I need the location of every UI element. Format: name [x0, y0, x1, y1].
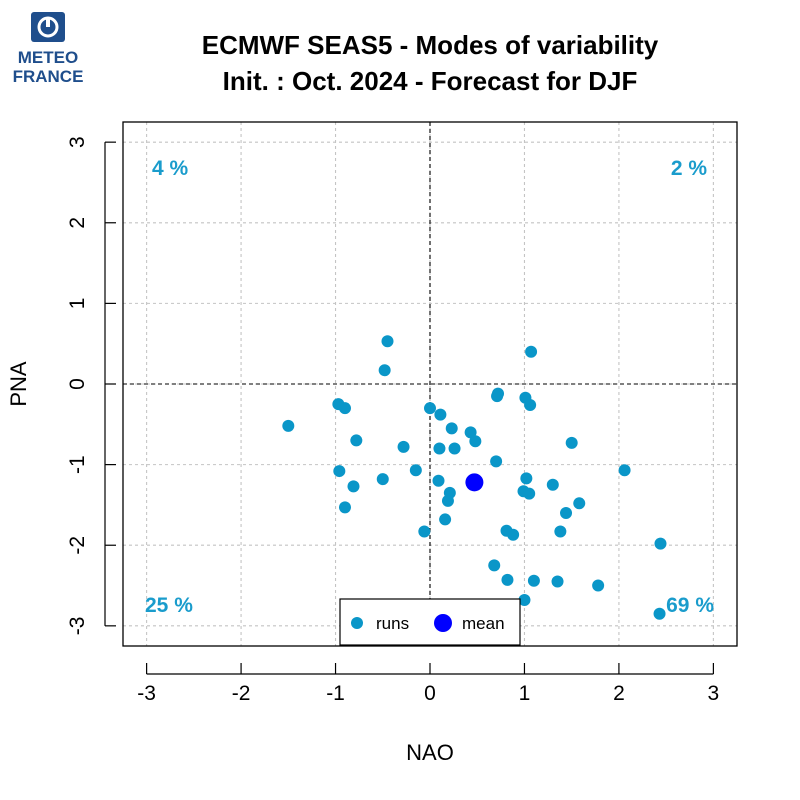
run-point	[565, 436, 578, 449]
legend-runs-label: runs	[376, 614, 409, 633]
run-point	[338, 501, 351, 514]
mean-point	[465, 473, 484, 492]
run-point	[333, 465, 346, 478]
run-point	[507, 528, 520, 541]
run-point	[381, 335, 394, 348]
legend-box	[339, 598, 521, 646]
x-tick-label: 0	[424, 682, 436, 705]
run-point	[554, 525, 567, 538]
data-points	[282, 335, 667, 620]
run-point	[433, 442, 446, 455]
run-point	[409, 464, 422, 477]
chart-title-line-2: Init. : Oct. 2024 - Forecast for DJF	[223, 66, 638, 96]
run-point	[434, 408, 447, 421]
logo-line-2: FRANCE	[13, 67, 84, 86]
run-point	[469, 435, 482, 448]
legend-mean-marker	[434, 614, 452, 632]
run-point	[525, 345, 538, 358]
quadrant-label-bottom-right: 69 %	[666, 594, 714, 617]
x-tick-label: 1	[519, 682, 531, 705]
legend-runs-marker	[351, 617, 363, 629]
run-point	[439, 513, 452, 526]
run-point	[520, 472, 533, 485]
quadrant-label-top-right: 2 %	[671, 157, 708, 180]
run-point	[654, 537, 667, 550]
run-point	[432, 474, 445, 487]
plot-frame	[122, 121, 738, 647]
run-point	[376, 473, 389, 486]
quadrant-label-top-left: 4 %	[152, 157, 189, 180]
run-point	[501, 573, 514, 586]
run-point	[523, 487, 536, 500]
run-point	[350, 434, 363, 447]
x-tick-label: 2	[613, 682, 625, 705]
y-tick-label: 3	[66, 136, 89, 148]
run-point	[490, 455, 503, 468]
x-tick-label: -2	[232, 682, 251, 705]
x-axis-label: NAO	[406, 740, 454, 765]
run-point	[338, 402, 351, 415]
meteo-france-logo: METEO FRANCE	[13, 12, 84, 86]
run-point	[424, 402, 436, 415]
run-point	[618, 464, 631, 477]
legend-mean-label: mean	[462, 614, 505, 633]
run-point	[464, 426, 477, 439]
reference-lines	[123, 122, 737, 646]
legend: runs mean	[339, 598, 521, 646]
run-point	[518, 594, 531, 607]
logo-line-1: METEO	[18, 48, 78, 67]
run-point	[397, 440, 410, 453]
run-point	[546, 478, 559, 491]
logo-emblem-bar	[46, 17, 50, 27]
run-point	[418, 525, 431, 538]
y-tick-label: 2	[66, 217, 89, 229]
x-tick-label: -3	[137, 682, 156, 705]
y-axis-label: PNA	[6, 361, 31, 407]
run-point	[653, 607, 666, 620]
chart-title-line-1: ECMWF SEAS5 - Modes of variability	[202, 30, 659, 60]
run-point	[492, 387, 505, 400]
run-point	[527, 574, 540, 587]
run-point	[488, 559, 501, 572]
run-point	[282, 419, 295, 432]
run-point	[551, 575, 564, 588]
quadrant-label-bottom-left: 25 %	[145, 594, 193, 617]
run-point	[560, 506, 573, 519]
run-point	[573, 497, 586, 510]
run-point	[592, 579, 605, 592]
x-tick-label: -1	[326, 682, 345, 705]
run-point	[524, 398, 537, 411]
y-tick-label: -3	[66, 617, 89, 636]
x-tick-label: 3	[708, 682, 720, 705]
run-point	[445, 422, 458, 435]
x-axis: -3 -2 -1 0 1 2 3	[137, 663, 719, 705]
y-tick-label: 0	[66, 378, 89, 390]
run-point	[448, 442, 461, 455]
run-point	[347, 480, 360, 493]
run-point	[378, 364, 391, 377]
y-tick-label: -1	[66, 455, 89, 474]
y-tick-label: -2	[66, 536, 89, 555]
run-point	[441, 494, 454, 507]
y-axis: -3 -2 -1 0 1 2 3	[66, 136, 116, 635]
y-tick-label: 1	[66, 298, 89, 310]
